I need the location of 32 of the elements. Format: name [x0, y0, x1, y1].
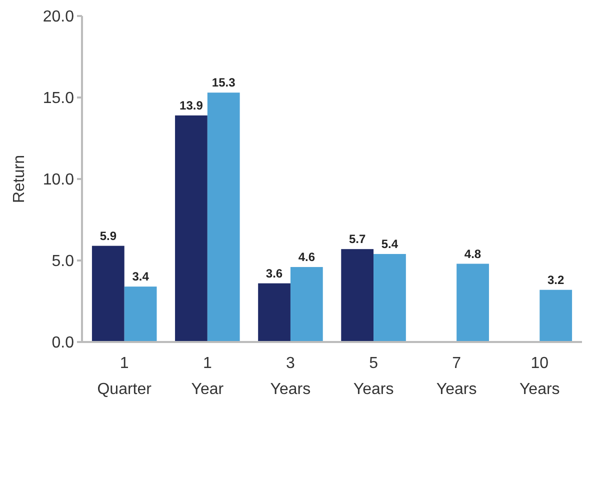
x-tick-label: 1 Year [191, 355, 224, 398]
data-label: 5.7 [348, 232, 366, 246]
bar [456, 264, 489, 342]
bar [290, 267, 323, 342]
bar [341, 249, 374, 342]
x-tick-label: 7 Years [436, 355, 477, 398]
bar [258, 283, 290, 342]
bar [92, 246, 124, 342]
y-tick-label: 5.0 [52, 253, 74, 270]
y-tick-label: 10.0 [42, 172, 74, 189]
data-label: 5.4 [381, 236, 398, 251]
x-tick-label: 3 Years [270, 355, 311, 398]
x-tick-label: 5 Years [353, 355, 394, 398]
data-label: 3.4 [132, 270, 150, 284]
bar [124, 286, 157, 342]
data-label: 3.2 [547, 272, 564, 287]
bar [207, 92, 240, 342]
data-label: 5.9 [100, 228, 117, 243]
data-label: 3.6 [266, 266, 283, 280]
x-tick-label: 10 Years [519, 355, 560, 398]
bar [540, 290, 572, 342]
y-axis-title: Return [11, 154, 28, 204]
bar [175, 115, 208, 342]
y-tick-label: 0.0 [52, 334, 74, 352]
x-tick-label: 1 Quarter [97, 355, 152, 398]
bar [374, 254, 406, 342]
data-label: 13.9 [180, 98, 204, 112]
data-label: 15.3 [212, 76, 236, 90]
y-tick-label: 20.0 [42, 8, 74, 26]
data-label: 4.6 [298, 250, 316, 264]
y-tick-label: 15.0 [42, 90, 74, 108]
data-label: 4.8 [464, 246, 482, 261]
